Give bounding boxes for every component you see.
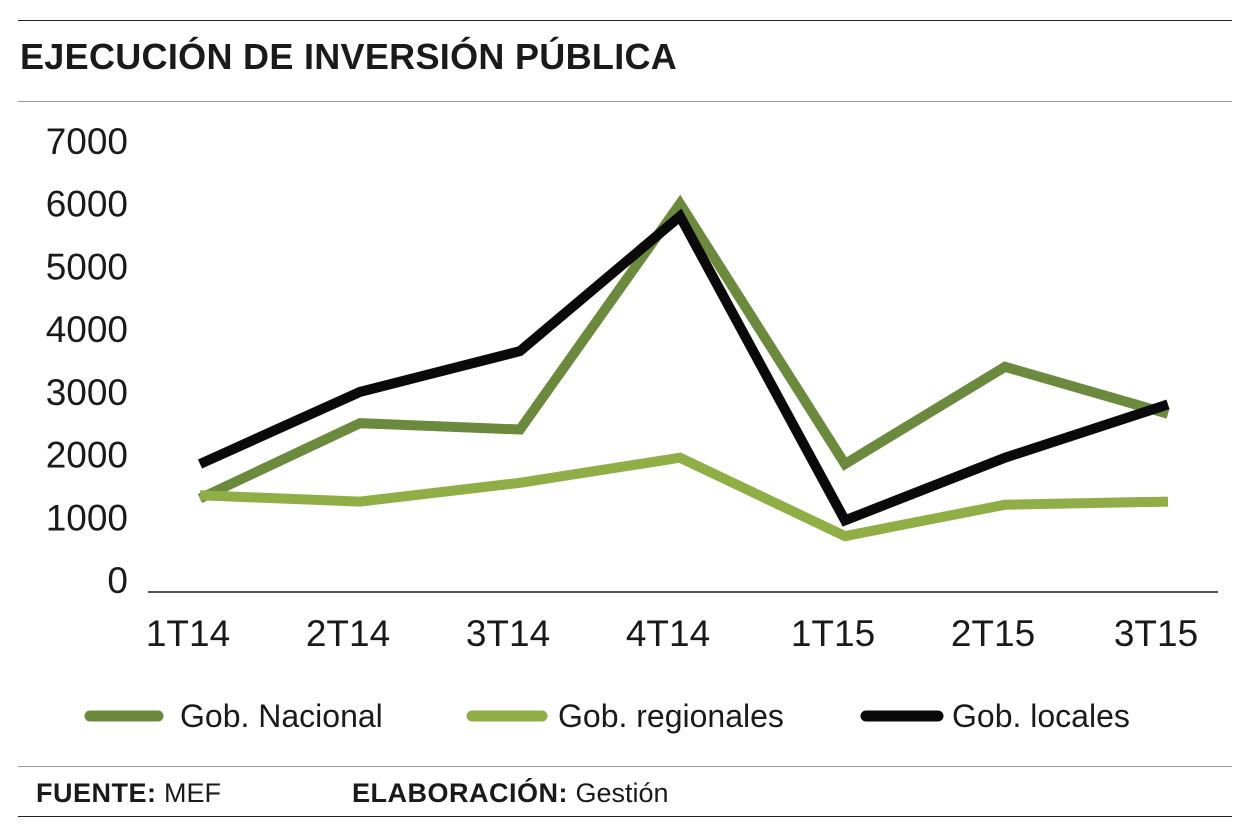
y-tick-label: 6000 — [46, 184, 128, 225]
legend-item: Gob. Nacional — [84, 698, 383, 734]
x-tick-label: 1T15 — [791, 613, 875, 654]
legend-item: Gob. locales — [860, 698, 1130, 734]
source-value: MEF — [164, 778, 222, 808]
y-tick-label: 7000 — [46, 121, 128, 162]
legend-label: Gob. locales — [952, 698, 1130, 734]
title-rule — [18, 101, 1232, 102]
y-tick-label: 4000 — [46, 309, 128, 350]
series-lines — [197, 194, 1170, 542]
x-tick-label: 2T14 — [306, 613, 390, 654]
x-tick-label: 2T15 — [951, 613, 1035, 654]
credit-note: ELABORACIÓN: Gestión — [352, 778, 669, 809]
source-label: FUENTE: — [36, 778, 157, 808]
x-tick-label: 1T14 — [146, 613, 230, 654]
legend: Gob. Nacional Gob. regionales Gob. locales — [84, 698, 1130, 734]
credit-label: ELABORACIÓN: — [352, 778, 568, 808]
legend-item: Gob. regionales — [466, 698, 784, 734]
x-tick-label: 3T15 — [1114, 613, 1198, 654]
x-tick-label: 4T14 — [626, 613, 710, 654]
source-note: FUENTE: MEF — [36, 778, 221, 809]
credit-value: Gestión — [575, 778, 669, 808]
x-axis-ticks: 1T14 2T14 3T14 4T14 1T15 2T15 3T15 — [146, 613, 1198, 654]
chart-title: EJECUCIÓN DE INVERSIÓN PÚBLICA — [20, 36, 678, 77]
y-tick-label: 1000 — [46, 497, 128, 538]
y-tick-label: 3000 — [46, 372, 128, 413]
line-chart: 0 1000 2000 3000 4000 5000 6000 7000 1T14 2T14 3T… — [46, 121, 1218, 734]
series-line-1 — [199, 452, 1169, 542]
y-tick-label: 2000 — [46, 435, 128, 476]
x-tick-label: 3T14 — [466, 613, 550, 654]
legend-label: Gob. Nacional — [180, 698, 383, 734]
series-line-2 — [197, 208, 1170, 527]
top-rule — [18, 20, 1232, 21]
y-tick-label: 5000 — [46, 246, 128, 287]
bottom-rule — [18, 816, 1232, 817]
footer-rule-top — [18, 766, 1232, 767]
y-axis-ticks: 0 1000 2000 3000 4000 5000 6000 7000 — [46, 121, 128, 601]
y-tick-label: 0 — [107, 560, 128, 601]
series-line-0 — [197, 194, 1170, 504]
legend-label: Gob. regionales — [558, 698, 784, 734]
